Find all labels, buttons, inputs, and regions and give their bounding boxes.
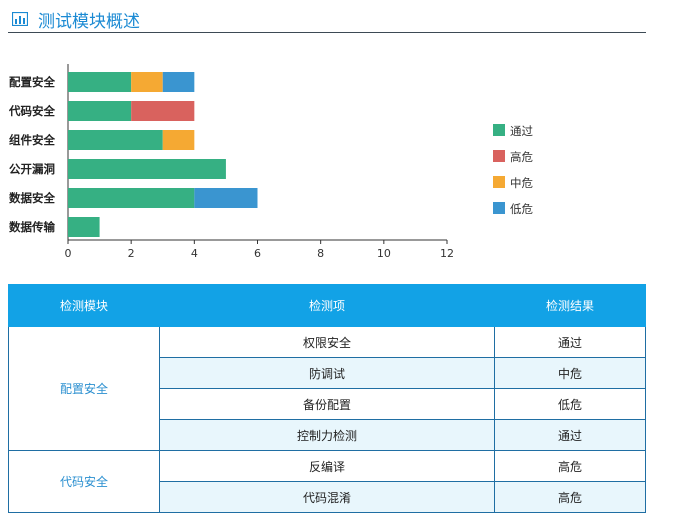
category-label: 组件安全 bbox=[9, 133, 55, 147]
bar-segment bbox=[68, 188, 195, 208]
x-tick-label: 0 bbox=[65, 247, 72, 260]
section-title: 测试模块概述 bbox=[38, 12, 140, 32]
item-cell: 防调试 bbox=[159, 357, 495, 389]
item-cell: 备份配置 bbox=[159, 388, 495, 420]
legend-label: 高危 bbox=[510, 150, 533, 164]
x-tick-label: 8 bbox=[317, 247, 324, 260]
legend-swatch bbox=[493, 202, 505, 214]
bar-segment bbox=[162, 72, 195, 92]
bar-chart-icon bbox=[11, 11, 29, 27]
result-cell: 高危 bbox=[494, 481, 646, 513]
category-label: 代码安全 bbox=[8, 104, 55, 118]
table-header-row: 检测模块 检测项 检测结果 bbox=[8, 284, 646, 327]
category-label: 数据安全 bbox=[9, 191, 55, 205]
table-row: 配置安全 权限安全 通过 bbox=[8, 326, 646, 451]
x-tick-label: 4 bbox=[191, 247, 198, 260]
category-label: 数据传输 bbox=[9, 220, 55, 234]
legend-swatch bbox=[493, 124, 505, 136]
result-cell: 低危 bbox=[494, 388, 646, 420]
column-header-result: 检测结果 bbox=[494, 284, 646, 327]
table-row: 代码安全 反编译 高危 bbox=[8, 450, 646, 513]
module-cell: 配置安全 bbox=[8, 326, 160, 451]
result-cell: 高危 bbox=[494, 450, 646, 482]
bar-segment bbox=[68, 72, 132, 92]
bar-segment bbox=[194, 188, 258, 208]
legend-label: 通过 bbox=[510, 124, 533, 138]
results-table: 检测模块 检测项 检测结果 配置安全 权限安全 通过 防调试 中危 备份配置 低危 控制力检测… bbox=[8, 284, 646, 513]
item-cell: 代码混淆 bbox=[159, 481, 495, 513]
item-cell: 权限安全 bbox=[159, 326, 495, 358]
result-cell: 中危 bbox=[494, 357, 646, 389]
bar-segment bbox=[68, 159, 226, 179]
x-tick-label: 10 bbox=[377, 247, 391, 260]
legend-label: 中危 bbox=[510, 176, 533, 190]
table-row: 备份配置 低危 bbox=[9, 388, 646, 420]
bar-segment bbox=[131, 72, 163, 92]
x-tick-label: 12 bbox=[440, 247, 454, 260]
x-tick-label: 2 bbox=[128, 247, 135, 260]
module-cell: 代码安全 bbox=[8, 450, 160, 513]
item-cell: 反编译 bbox=[159, 450, 495, 482]
category-label: 公开漏洞 bbox=[9, 162, 55, 176]
table-row: 防调试 中危 bbox=[9, 357, 646, 389]
table-row: 代码混淆 高危 bbox=[9, 481, 646, 513]
section-header: 测试模块概述 bbox=[8, 6, 646, 33]
column-header-module: 检测模块 bbox=[8, 284, 160, 327]
column-header-item: 检测项 bbox=[159, 284, 495, 327]
category-label: 配置安全 bbox=[9, 75, 55, 89]
result-cell: 通过 bbox=[494, 326, 646, 358]
bar-segment bbox=[162, 130, 195, 150]
table-row: 控制力检测 通过 bbox=[9, 419, 646, 451]
bar-segment bbox=[68, 130, 163, 150]
bar-segment bbox=[131, 101, 195, 121]
item-cell: 控制力检测 bbox=[159, 419, 495, 451]
legend-label: 低危 bbox=[510, 202, 533, 216]
bar-segment bbox=[68, 217, 100, 237]
legend-swatch bbox=[493, 176, 505, 188]
x-tick-label: 6 bbox=[254, 247, 261, 260]
result-cell: 通过 bbox=[494, 419, 646, 451]
bar-segment bbox=[68, 101, 132, 121]
legend-swatch bbox=[493, 150, 505, 162]
